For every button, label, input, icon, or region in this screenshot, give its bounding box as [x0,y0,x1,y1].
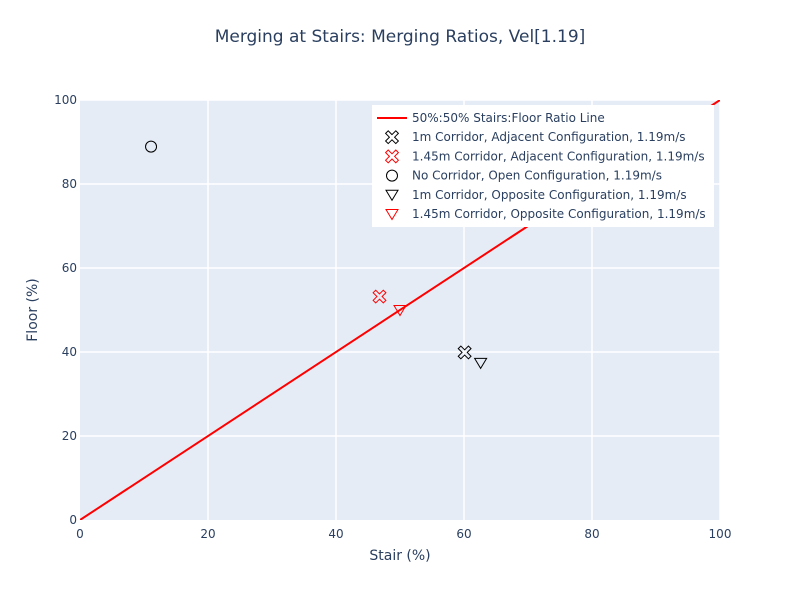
legend-item-label: 1m Corridor, Opposite Configuration, 1.1… [412,188,687,202]
y-axis-label: Floor (%) [25,278,41,342]
data-point-3 [145,140,158,153]
legend-symbol-3 [386,169,398,182]
y-tick-label: 0 [69,513,77,527]
legend-item-label: 1.45m Corridor, Adjacent Configuration, … [412,149,705,163]
legend-item-label: 1.45m Corridor, Opposite Configuration, … [412,207,706,221]
legend-symbol-2 [384,149,400,164]
marker-layer [145,140,488,370]
legend-symbol-5 [385,209,399,221]
data-point-2 [372,289,387,304]
x-tick-label: 0 [76,527,84,541]
x-axis-ticks: 0 20 40 60 80 100 [76,527,731,541]
y-tick-label: 80 [62,177,77,191]
legend-item-label: 50%:50% Stairs:Floor Ratio Line [412,111,605,125]
y-tick-label: 20 [62,429,77,443]
x-tick-label: 60 [456,527,471,541]
data-point-4 [473,357,488,370]
x-tick-label: 100 [709,527,732,541]
legend-item-label: No Corridor, Open Configuration, 1.19m/s [412,169,662,183]
x-tick-label: 40 [328,527,343,541]
x-tick-label: 80 [584,527,599,541]
legend-item-label: 1m Corridor, Adjacent Configuration, 1.1… [412,130,686,144]
legend-background [372,105,714,227]
y-tick-label: 40 [62,345,77,359]
legend-symbol-4 [385,189,399,202]
y-axis-ticks: 0 20 40 60 80 100 [54,93,77,527]
y-tick-label: 100 [54,93,77,107]
data-point-1 [457,345,472,360]
x-tick-label: 20 [200,527,215,541]
data-point-5 [393,305,407,317]
chart-title: Merging at Stairs: Merging Ratios, Vel[1… [215,27,586,47]
legend-symbol-1 [384,130,400,145]
legend[interactable]: 50%:50% Stairs:Floor Ratio Line 1m Corrid… [372,105,714,227]
y-tick-label: 60 [62,261,77,275]
x-axis-label: Stair (%) [369,548,430,564]
